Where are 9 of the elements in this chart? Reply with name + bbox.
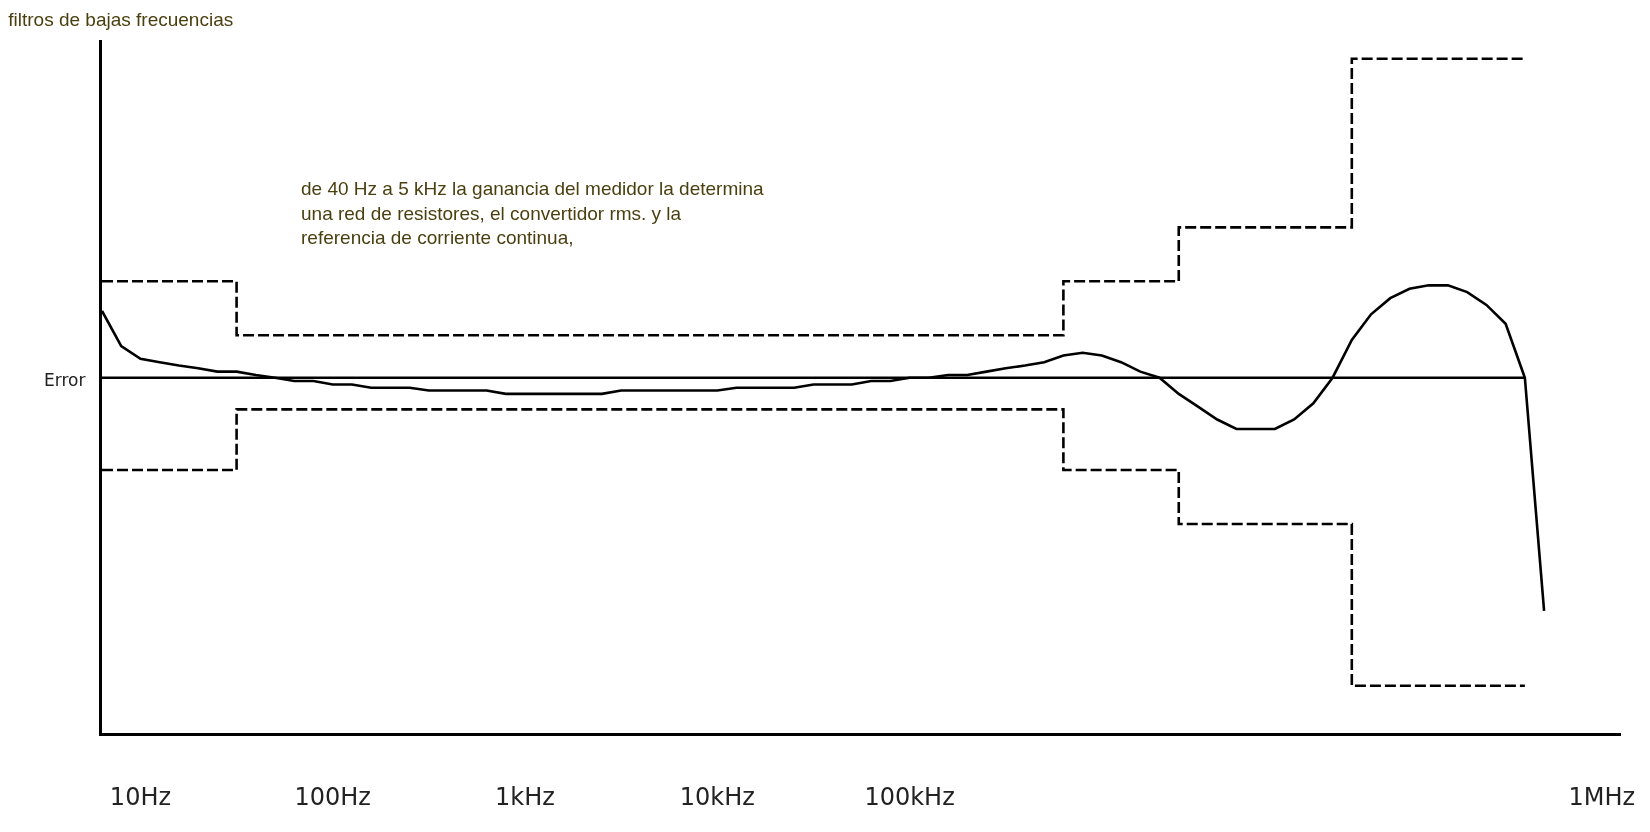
chart-title: filtros de bajas frecuencias xyxy=(8,8,234,30)
x-tick-label: 10kHz xyxy=(679,782,755,811)
x-tick-label: 10Hz xyxy=(109,782,172,811)
x-tick-label: 1MHz xyxy=(1568,782,1636,811)
x-tick-label: 100kHz xyxy=(864,782,955,811)
x-tick-label: 1kHz xyxy=(495,782,555,811)
x-tick-label: 100Hz xyxy=(294,782,371,811)
annotation: de 40 Hz a 5 kHz la ganancia del medidor la determina una red de resistores, el convertidor rms. y la referencia de corriente continua, xyxy=(301,178,765,249)
y-axis-title: Error xyxy=(44,370,86,390)
